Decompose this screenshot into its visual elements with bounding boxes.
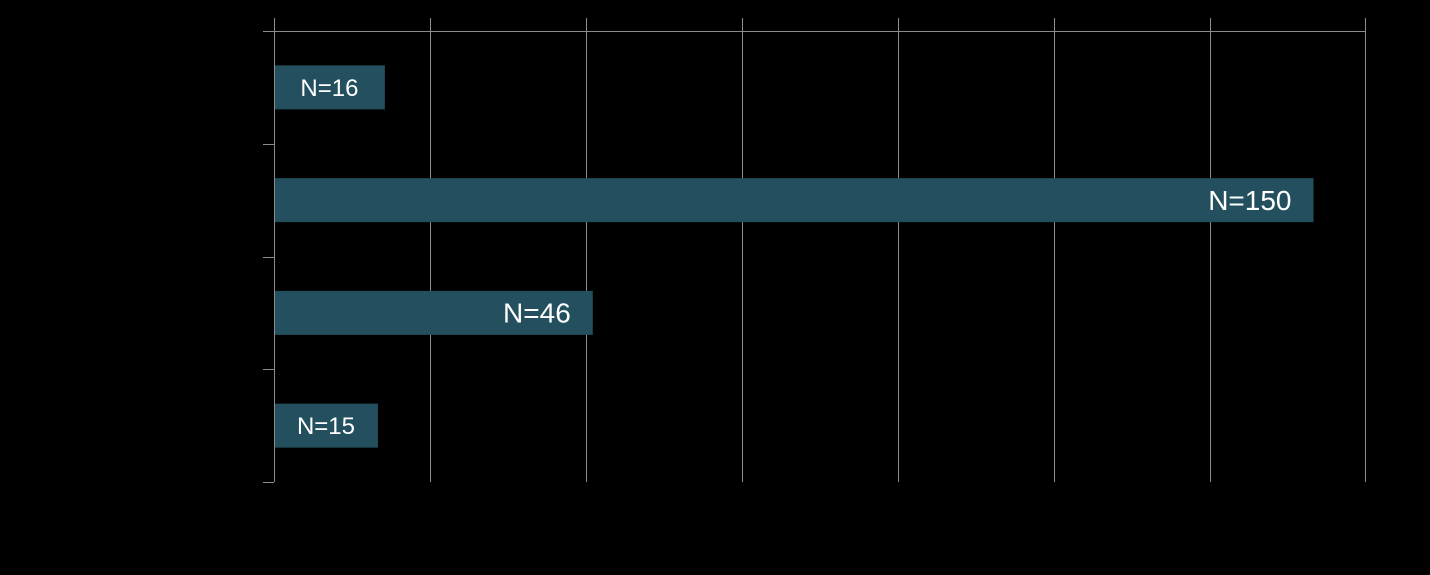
bar bbox=[275, 403, 378, 448]
y-axis bbox=[263, 18, 275, 483]
bars bbox=[275, 65, 1314, 448]
bar bbox=[275, 290, 593, 335]
data-labels: N=16 N=150 N=46 N=15 bbox=[297, 75, 1292, 440]
bar bbox=[275, 65, 385, 110]
bar bbox=[275, 178, 1314, 223]
bar-data-label: N=150 bbox=[1208, 185, 1291, 216]
bar-data-label: N=15 bbox=[297, 413, 355, 440]
bar-data-label: N=46 bbox=[503, 298, 571, 329]
bar-data-label: N=16 bbox=[300, 75, 358, 102]
grid-lines bbox=[274, 18, 1366, 482]
